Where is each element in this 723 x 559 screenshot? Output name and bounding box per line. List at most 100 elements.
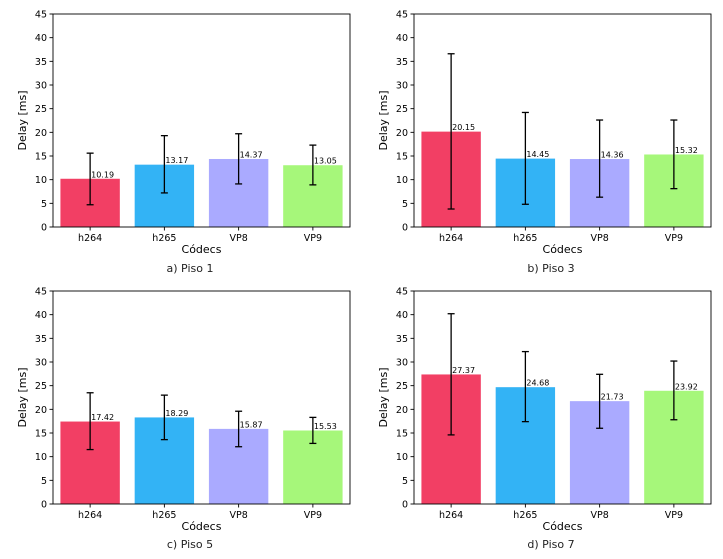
y-tick-label: 40 (396, 310, 408, 321)
value-label: 13.05 (314, 157, 337, 166)
chart-2-caption: b) Piso 3 (527, 262, 575, 275)
error-bar-h265 (160, 134, 168, 194)
x-tick-label: h264 (78, 510, 102, 521)
y-tick-label: 45 (35, 287, 47, 298)
y-tick-label: 35 (35, 334, 47, 345)
chart-panel-3: 17.42 18.29 15.87 15.53 0 5 10 15 20 25 30 35 40 45 h2… (0, 277, 362, 559)
y-tick-label: 0 (402, 500, 408, 511)
value-label: 14.45 (526, 150, 549, 159)
error-bar-vp8 (596, 119, 604, 198)
x-axis-title: Códecs (543, 243, 583, 256)
chart-panel-2: 20.15 14.45 14.36 15.32 0 5 10 15 20 25 30 35 40 45 h2… (361, 0, 723, 282)
x-tick-label: VP9 (665, 233, 683, 244)
value-label: 27.37 (452, 366, 475, 375)
plot-frame (52, 13, 351, 228)
plot-frame (413, 290, 712, 505)
x-tick-label: VP8 (229, 510, 247, 521)
y-axis-title: Delay [ms] (16, 367, 29, 427)
value-label: 15.87 (240, 420, 263, 429)
error-bar-h265 (521, 350, 529, 423)
y-tick-label: 5 (41, 476, 47, 487)
y-tick-label: 20 (35, 405, 47, 416)
error-bar-vp9 (309, 416, 317, 445)
value-label: 13.17 (165, 156, 188, 165)
y-tick-label: 15 (35, 429, 47, 440)
y-tick-label: 15 (396, 429, 408, 440)
chart-4-svg: 27.37 24.68 21.73 23.92 0 5 10 15 20 25 30 35 40 45 h2… (377, 287, 712, 533)
y-tick-label: 30 (396, 358, 408, 369)
x-axis-title: Códecs (543, 520, 583, 533)
x-tick-label: h265 (513, 233, 537, 244)
y-tick-label: 10 (396, 452, 408, 463)
value-label: 18.29 (165, 409, 188, 418)
x-tick-label: VP9 (304, 510, 322, 521)
y-tick-label: 30 (396, 81, 408, 92)
error-bar-h265 (160, 394, 168, 441)
error-bar-h264 (86, 392, 94, 451)
plot-frame (52, 290, 351, 505)
x-tick-label: VP8 (590, 233, 608, 244)
y-tick-label: 25 (35, 381, 47, 392)
y-tick-label: 5 (402, 199, 408, 210)
y-tick-label: 10 (35, 452, 47, 463)
value-label: 10.19 (91, 170, 114, 179)
y-tick-label: 35 (35, 57, 47, 68)
chart-panel-1: 10.19 13.17 14.37 13.05 0 5 10 15 20 25 30 35 40 45 h2… (0, 0, 362, 282)
y-tick-label: 15 (35, 152, 47, 163)
x-tick-label: h264 (439, 510, 463, 521)
chart-panel-4: 27.37 24.68 21.73 23.92 0 5 10 15 20 25 30 35 40 45 h2… (361, 277, 723, 559)
y-tick-label: 5 (402, 476, 408, 487)
y-tick-label: 30 (35, 358, 47, 369)
x-tick-label: VP9 (665, 510, 683, 521)
y-tick-label: 10 (35, 175, 47, 186)
error-bar-h264 (86, 152, 94, 206)
y-tick-label: 20 (35, 128, 47, 139)
x-tick-label: h264 (78, 233, 102, 244)
error-bar-vp8 (235, 133, 243, 185)
y-tick-label: 20 (396, 405, 408, 416)
y-axis-title: Delay [ms] (377, 90, 390, 150)
value-label: 21.73 (601, 393, 624, 402)
value-label: 14.36 (601, 151, 624, 160)
x-tick-label: VP8 (229, 233, 247, 244)
y-tick-label: 35 (396, 334, 408, 345)
chart-2-svg: 20.15 14.45 14.36 15.32 0 5 10 15 20 25 30 35 40 45 h2… (377, 10, 712, 256)
y-tick-label: 0 (41, 223, 47, 234)
y-tick-label: 30 (35, 81, 47, 92)
value-label: 23.92 (675, 382, 698, 391)
error-bar-h265 (521, 111, 529, 205)
x-axis-title: Códecs (182, 243, 222, 256)
x-tick-label: h264 (439, 233, 463, 244)
y-tick-label: 45 (35, 10, 47, 21)
x-tick-label: VP9 (304, 233, 322, 244)
y-tick-label: 25 (35, 104, 47, 115)
y-tick-label: 25 (396, 104, 408, 115)
chart-3-caption: c) Piso 5 (166, 538, 214, 551)
error-bar-h264 (447, 313, 455, 436)
y-tick-label: 40 (35, 33, 47, 44)
value-label: 15.32 (675, 146, 698, 155)
error-bar-vp9 (670, 119, 678, 190)
value-label: 14.37 (240, 150, 263, 159)
value-label: 15.53 (314, 422, 337, 431)
y-tick-label: 20 (396, 128, 408, 139)
y-tick-label: 45 (396, 287, 408, 298)
value-label: 17.42 (91, 413, 114, 422)
error-bar-h264 (447, 53, 455, 210)
error-bar-vp9 (670, 360, 678, 421)
y-tick-label: 40 (35, 310, 47, 321)
y-axis-title: Delay [ms] (16, 90, 29, 150)
error-bar-vp8 (596, 373, 604, 429)
y-axis-title: Delay [ms] (377, 367, 390, 427)
x-axis-title: Códecs (182, 520, 222, 533)
y-tick-label: 15 (396, 152, 408, 163)
chart-1-svg: 10.19 13.17 14.37 13.05 0 5 10 15 20 25 30 35 40 45 h2… (16, 10, 351, 256)
value-label: 20.15 (452, 123, 475, 132)
error-bar-vp9 (309, 144, 317, 186)
value-label: 24.68 (526, 379, 549, 388)
chart-1-caption: a) Piso 1 (166, 262, 214, 275)
error-bar-vp8 (235, 410, 243, 448)
x-tick-label: h265 (513, 510, 537, 521)
y-tick-label: 0 (402, 223, 408, 234)
